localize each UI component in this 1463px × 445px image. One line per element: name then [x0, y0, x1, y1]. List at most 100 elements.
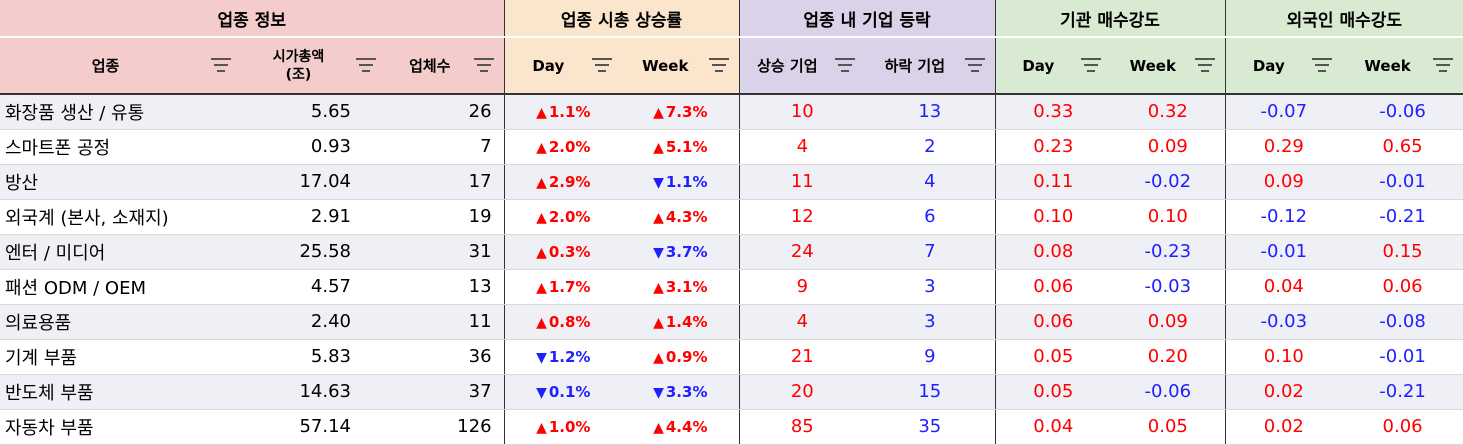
market-cap: 57.14: [241, 409, 386, 445]
col-inst-day-label: Day: [1022, 56, 1055, 75]
inst-day: 0.08: [995, 234, 1112, 270]
filter-icon[interactable]: [1081, 57, 1102, 72]
sector-name: 스마트폰 공정: [0, 129, 241, 165]
filter-icon[interactable]: [708, 57, 729, 72]
inst-week: 0.09: [1111, 129, 1226, 165]
triangle-down-icon: ▼: [653, 384, 664, 401]
inst-day: 0.06: [995, 304, 1112, 340]
filter-icon[interactable]: [592, 57, 613, 72]
col-rising-header: 상승 기업: [739, 37, 866, 95]
triangle-up-icon: ▲: [653, 209, 664, 226]
inst-week: 0.20: [1111, 339, 1226, 375]
foreign-day: 0.02: [1225, 374, 1343, 410]
sector-name: 방산: [0, 164, 241, 200]
filter-icon[interactable]: [1433, 57, 1454, 72]
col-company-count-header: 업체수: [386, 37, 505, 95]
market-cap: 14.63: [241, 374, 386, 410]
sector-name: 엔터 / 미디어: [0, 234, 241, 270]
cap-change-week-value: 5.1%: [665, 137, 708, 156]
inst-day: 0.33: [995, 94, 1112, 130]
filter-icon[interactable]: [964, 57, 985, 72]
inst-week: 0.05: [1111, 409, 1226, 445]
filter-icon[interactable]: [356, 57, 376, 72]
triangle-up-icon: ▲: [536, 104, 547, 121]
foreign-week: -0.01: [1342, 339, 1463, 375]
inst-day: 0.23: [995, 129, 1112, 165]
col-cap-week-header: Week: [622, 37, 740, 95]
triangle-up-icon: ▲: [653, 314, 664, 331]
market-cap: 25.58: [241, 234, 386, 270]
rising-companies: 4: [739, 304, 866, 340]
sector-name: 외국계 (본사, 소재지): [0, 199, 241, 235]
col-cap-day-header: Day: [504, 37, 623, 95]
inst-week: -0.02: [1111, 164, 1226, 200]
triangle-up-icon: ▲: [536, 209, 547, 226]
cap-change-week: ▲ 5.1%: [622, 129, 740, 165]
filter-icon[interactable]: [835, 57, 856, 72]
inst-week: 0.09: [1111, 304, 1226, 340]
inst-week: 0.32: [1111, 94, 1226, 130]
table-row[interactable]: 의료용품 2.40 11 ▲ 0.8% ▲ 1.4% 4 3 0.06 0.09 -0.03 -0.08: [0, 304, 1463, 340]
cap-change-week: ▲ 4.3%: [622, 199, 740, 235]
triangle-down-icon: ▼: [653, 174, 664, 191]
falling-companies: 2: [865, 129, 996, 165]
table-row[interactable]: 방산 17.04 17 ▲ 2.9% ▼ 1.1% 11 4 0.11 -0.02 0.09 -0.01: [0, 164, 1463, 200]
company-count: 7: [386, 129, 505, 165]
company-count: 36: [386, 339, 505, 375]
col-inst-week-header: Week: [1111, 37, 1226, 95]
foreign-day: 0.09: [1225, 164, 1343, 200]
table-row[interactable]: 기계 부품 5.83 36 ▼ 1.2% ▲ 0.9% 21 9 0.05 0.20 0.10 -0.0…: [0, 339, 1463, 375]
inst-week: 0.10: [1111, 199, 1226, 235]
triangle-down-icon: ▼: [653, 244, 664, 261]
company-count: 11: [386, 304, 505, 340]
table-row[interactable]: 화장품 생산 / 유통 5.65 26 ▲ 1.1% ▲ 7.3% 10 13 0.33 0.32-…: [0, 94, 1463, 130]
triangle-up-icon: ▲: [653, 139, 664, 156]
foreign-day: 0.02: [1225, 409, 1343, 445]
cap-change-day-value: 1.1%: [548, 102, 591, 121]
rising-companies: 9: [739, 269, 866, 305]
cap-change-week-value: 3.7%: [665, 242, 708, 261]
market-cap: 0.93: [241, 129, 386, 165]
cap-change-week: ▲ 0.9%: [622, 339, 740, 375]
triangle-up-icon: ▲: [536, 139, 547, 156]
inst-week: -0.03: [1111, 269, 1226, 305]
table-row[interactable]: 반도체 부품 14.63 37 ▼ 0.1% ▼ 3.3% 20 15 0.05 -0.06 0.02…: [0, 374, 1463, 410]
table-row[interactable]: 패션 ODM / OEM 4.57 13 ▲ 1.7% ▲ 3.1% 9 3 0.06 -0.03 0…: [0, 269, 1463, 305]
inst-day: 0.05: [995, 374, 1112, 410]
cap-change-week: ▲ 7.3%: [622, 94, 740, 130]
filter-icon[interactable]: [1312, 57, 1333, 72]
cap-change-week: ▲ 4.4%: [622, 409, 740, 445]
table-row[interactable]: 스마트폰 공정 0.93 7 ▲ 2.0% ▲ 5.1% 4 2 0.23 0.09 0.29 0.65: [0, 129, 1463, 165]
table-row[interactable]: 외국계 (본사, 소재지) 2.91 19 ▲ 2.0% ▲ 4.3% 12 6 0.10 0.10…: [0, 199, 1463, 235]
falling-companies: 15: [865, 374, 996, 410]
sector-name: 의료용품: [0, 304, 241, 340]
triangle-up-icon: ▲: [653, 349, 664, 366]
col-foreign-day-label: Day: [1252, 56, 1285, 75]
triangle-up-icon: ▲: [536, 174, 547, 191]
group-sector-info: 업종 정보: [0, 0, 505, 38]
cap-change-day-value: 2.0%: [548, 207, 591, 226]
company-count: 126: [386, 409, 505, 445]
triangle-up-icon: ▲: [653, 419, 664, 436]
inst-week: -0.23: [1111, 234, 1226, 270]
foreign-week: -0.21: [1342, 199, 1463, 235]
table-row[interactable]: 엔터 / 미디어 25.58 31 ▲ 0.3% ▼ 3.7% 24 7 0.08 -0.23 -0.…: [0, 234, 1463, 270]
filter-icon[interactable]: [473, 57, 494, 72]
cap-change-day-value: 1.2%: [548, 347, 591, 366]
triangle-up-icon: ▲: [536, 419, 547, 436]
cap-change-week-value: 1.4%: [665, 312, 708, 331]
filter-icon[interactable]: [211, 57, 231, 72]
table-row[interactable]: 자동차 부품 57.14 126 ▲ 1.0% ▲ 4.4% 85 35 0.04 0.05 0.02…: [0, 409, 1463, 445]
foreign-week: 0.15: [1342, 234, 1463, 270]
market-cap: 5.65: [241, 94, 386, 130]
cap-change-day: ▲ 2.0%: [504, 199, 623, 235]
triangle-down-icon: ▼: [536, 349, 547, 366]
filter-icon[interactable]: [1194, 57, 1215, 72]
col-cap-week-label: Week: [642, 56, 689, 75]
cap-change-day: ▲ 0.8%: [504, 304, 623, 340]
cap-change-day-value: 2.9%: [548, 172, 591, 191]
inst-day: 0.04: [995, 409, 1112, 445]
company-count: 13: [386, 269, 505, 305]
falling-companies: 9: [865, 339, 996, 375]
